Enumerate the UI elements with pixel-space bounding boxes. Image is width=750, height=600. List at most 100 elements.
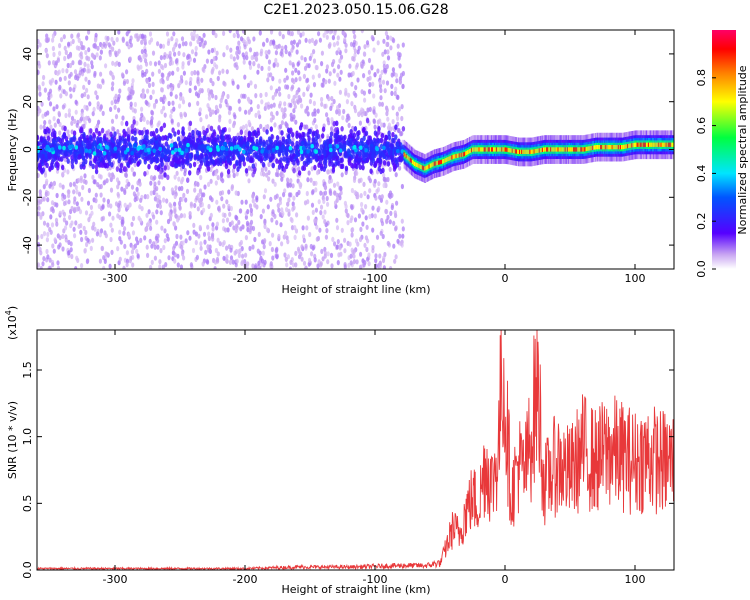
spectrogram-noise-cell bbox=[91, 53, 95, 60]
spectrogram-noise-cell bbox=[386, 49, 390, 55]
spectrogram-noise-cell bbox=[262, 41, 266, 47]
spectrogram-noise-cell bbox=[211, 109, 215, 115]
spectrogram-band-cell bbox=[359, 140, 363, 147]
spectrogram-noise-cell bbox=[45, 33, 49, 39]
spectrogram-band-cell bbox=[81, 155, 86, 161]
spectrogram-noise-cell bbox=[366, 76, 370, 82]
spectrogram-noise-cell bbox=[46, 254, 50, 260]
spectrogram-band-cell bbox=[340, 126, 344, 132]
spectrogram-noise-cell bbox=[235, 223, 239, 229]
spectrogram-noise-cell bbox=[271, 39, 276, 45]
spectrogram-noise-cell bbox=[113, 104, 117, 110]
spectrogram-noise-cell bbox=[97, 119, 101, 125]
spectrogram-noise-cell bbox=[259, 214, 263, 220]
spectrogram-noise-cell bbox=[325, 195, 329, 202]
spectrogram-noise-cell bbox=[276, 203, 280, 209]
spectrogram-noise-cell bbox=[133, 162, 137, 168]
spectrogram-noise-cell bbox=[41, 81, 45, 87]
spectrogram-band-cell bbox=[350, 162, 354, 169]
spectrogram-noise-cell bbox=[232, 122, 236, 129]
spectrogram-noise-cell bbox=[99, 183, 103, 190]
spectrogram-noise-cell bbox=[316, 263, 320, 269]
spectrogram-noise-cell bbox=[371, 205, 375, 211]
spectrogram-noise-cell bbox=[373, 182, 377, 188]
spectrogram-noise-cell bbox=[309, 243, 313, 250]
spectrogram-noise-cell bbox=[39, 124, 43, 130]
spectrogram-noise-cell bbox=[68, 214, 72, 220]
spectrogram-noise-cell bbox=[231, 168, 235, 174]
spectrogram-noise-cell bbox=[304, 37, 308, 43]
spectrogram-noise-cell bbox=[170, 118, 174, 124]
spectrogram-noise-cell bbox=[312, 82, 317, 88]
spectrogram-noise-cell bbox=[285, 207, 289, 213]
spectrogram-band-cell bbox=[391, 137, 395, 144]
spectrogram-noise-cell bbox=[144, 99, 148, 105]
spectrogram-noise-cell bbox=[57, 244, 61, 250]
spectrogram-noise-cell bbox=[207, 95, 211, 101]
spectrogram-noise-cell bbox=[378, 118, 382, 124]
spectrogram-noise-cell bbox=[207, 235, 211, 242]
spectrogram-noise-cell bbox=[133, 108, 137, 114]
spectrogram-noise-cell bbox=[116, 129, 120, 135]
spectrogram-band-cell bbox=[275, 145, 279, 151]
spectrogram-noise-cell bbox=[216, 251, 220, 257]
spectrogram-noise-cell bbox=[364, 215, 368, 221]
spectrogram-noise-cell bbox=[158, 264, 162, 269]
spectrogram-band-cell bbox=[281, 139, 286, 145]
spectrogram-noise-cell bbox=[312, 180, 316, 186]
spectrogram-noise-cell bbox=[120, 72, 125, 78]
spectrogram-noise-cell bbox=[350, 187, 354, 194]
spectrogram-noise-cell bbox=[87, 47, 91, 53]
spectrogram-noise-cell bbox=[91, 174, 95, 180]
spectrogram-band-cell bbox=[240, 139, 244, 145]
spectrogram-noise-cell bbox=[73, 118, 77, 124]
spectrogram-noise-cell bbox=[63, 194, 67, 200]
spectrogram-noise-cell bbox=[136, 36, 140, 43]
spectrogram-noise-cell bbox=[151, 81, 155, 87]
spectrogram-noise-cell bbox=[307, 170, 311, 176]
spectrogram-band-cell bbox=[115, 166, 120, 172]
spectrogram-noise-cell bbox=[74, 220, 78, 226]
spectrogram-noise-cell bbox=[336, 239, 340, 245]
spectrogram-noise-cell bbox=[108, 263, 112, 269]
spectrogram-noise-cell bbox=[179, 213, 184, 219]
spectrogram-band-cell bbox=[55, 161, 59, 167]
spectrogram-band-cell bbox=[216, 134, 220, 140]
spectrogram-noise-cell bbox=[48, 119, 52, 125]
spectrogram-noise-cell bbox=[149, 190, 153, 196]
spectrogram-noise-cell bbox=[353, 190, 357, 196]
spectrogram-noise-cell bbox=[151, 241, 156, 247]
spectrogram-noise-cell bbox=[209, 111, 213, 117]
spectrogram-noise-cell bbox=[344, 48, 348, 54]
spectrogram-noise-cell bbox=[213, 266, 217, 269]
spectrogram-noise-cell bbox=[282, 234, 286, 240]
spectrogram-noise-cell bbox=[40, 233, 44, 240]
spectrogram-noise-cell bbox=[192, 222, 196, 228]
spectrogram-noise-cell bbox=[363, 242, 367, 248]
spectrogram-noise-cell bbox=[357, 213, 361, 219]
spectrogram-noise-cell bbox=[64, 91, 68, 97]
spectrogram-noise-cell bbox=[190, 70, 194, 76]
spectrogram-band-cell bbox=[291, 132, 295, 138]
spectrogram-noise-cell bbox=[341, 115, 345, 121]
spectrogram-noise-cell bbox=[111, 60, 115, 66]
spectrogram-noise-cell bbox=[375, 188, 379, 194]
spectrogram-noise-cell bbox=[45, 37, 50, 44]
spectrogram-noise-cell bbox=[232, 32, 236, 39]
spectrogram-noise-cell bbox=[67, 112, 71, 118]
spectrogram-noise-cell bbox=[142, 116, 146, 122]
spectrogram-band-cell bbox=[377, 138, 381, 144]
spectrogram-noise-cell bbox=[263, 238, 267, 244]
spectrogram-band-cell bbox=[61, 164, 65, 171]
spectrogram-noise-cell bbox=[291, 183, 295, 189]
spectrogram-noise-cell bbox=[196, 38, 200, 45]
spectrogram-noise-cell bbox=[244, 123, 248, 129]
spectrogram-noise-cell bbox=[227, 203, 231, 209]
spectrogram-noise-cell bbox=[286, 177, 290, 183]
spectrogram-noise-cell bbox=[380, 217, 384, 224]
spectrogram-noise-cell bbox=[386, 240, 390, 247]
spectrogram-band-cell bbox=[113, 146, 118, 151]
spectrogram-noise-cell bbox=[131, 215, 136, 222]
spectrogram-noise-cell bbox=[80, 196, 84, 202]
spectrogram-band-cell bbox=[219, 172, 224, 178]
